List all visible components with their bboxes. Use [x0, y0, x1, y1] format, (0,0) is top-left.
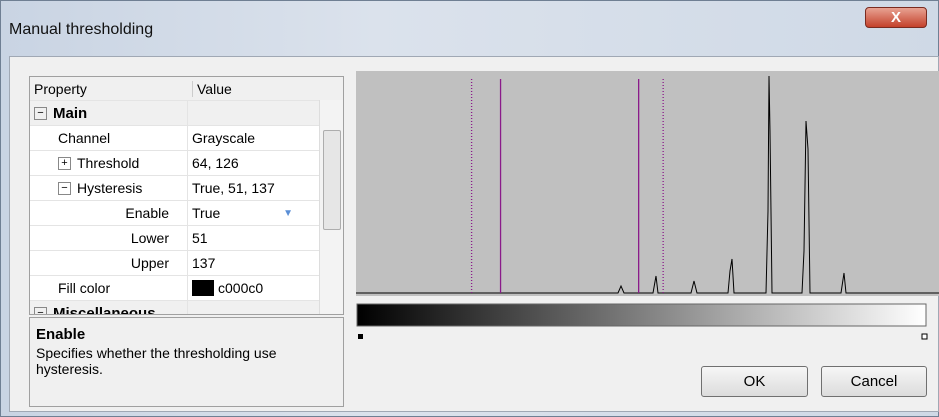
property-value-cell: True, 51, 137	[188, 176, 293, 200]
page: Manual thresholding X Property Value −Ma…	[0, 0, 939, 417]
grid-row: Lower 51	[30, 226, 319, 251]
property-value-cell: 137	[188, 251, 293, 275]
dropdown-arrow[interactable]: ▼	[283, 208, 293, 219]
grid-row: Channel Grayscale	[30, 126, 319, 151]
property-value: Grayscale	[192, 130, 255, 146]
property-label-cell: −Main	[30, 101, 188, 125]
header-cell: Property	[30, 81, 193, 97]
property-label-cell: Upper	[30, 251, 188, 275]
property-value-cell: True ▼	[188, 201, 293, 225]
histogram	[356, 71, 939, 346]
grid-row: Upper 137	[30, 251, 319, 276]
property-value: True	[192, 205, 220, 221]
property-label: Lower	[131, 230, 169, 246]
grid-row: −Main	[30, 101, 319, 126]
grid-row: Fill color c000c0	[30, 276, 319, 301]
scrollbar[interactable]	[319, 100, 343, 315]
property-value: c000c0	[218, 280, 263, 296]
white-marker[interactable]	[922, 334, 927, 339]
cancel-button[interactable]: Cancel	[821, 366, 927, 397]
property-label-cell: −Miscellaneous	[30, 301, 188, 315]
property-label: Fill color	[58, 280, 110, 296]
property-label-cell: Fill color	[30, 276, 188, 300]
expander[interactable]: −	[34, 107, 47, 120]
property-label: Miscellaneous	[53, 305, 156, 316]
grid-row: + Threshold 64, 126	[30, 151, 319, 176]
property-label-cell: Channel	[30, 126, 188, 150]
close-button[interactable]: X	[865, 7, 927, 28]
histogram-background	[356, 71, 939, 296]
property-value: True, 51, 137	[192, 180, 275, 196]
black-marker[interactable]	[358, 334, 363, 339]
property-label-cell: Lower	[30, 226, 188, 250]
grid-row: −Miscellaneous	[30, 301, 319, 315]
expander[interactable]: −	[34, 307, 47, 316]
property-label-cell: −Hysteresis	[30, 176, 188, 200]
gray-gradient	[357, 304, 926, 326]
scroll-thumb[interactable]	[323, 130, 341, 230]
header-cell: Value	[193, 81, 232, 97]
description-panel: Enable Specifies whether the thresholdin…	[29, 317, 344, 407]
grid-header: Property Value	[30, 77, 343, 101]
property-label: Hysteresis	[77, 180, 142, 196]
property-value: 51	[192, 230, 208, 246]
grid-row: Enable True ▼	[30, 201, 319, 226]
property-label: Threshold	[77, 155, 139, 171]
expander[interactable]: +	[58, 157, 71, 170]
property-value: 64, 126	[192, 155, 239, 171]
property-value-cell: 51	[188, 226, 293, 250]
description-text: Specifies whether the thresholding use h…	[36, 345, 336, 377]
window: Manual thresholding X Property Value −Ma…	[0, 0, 939, 417]
property-label-cell: + Threshold	[30, 151, 188, 175]
expander[interactable]: −	[58, 182, 71, 195]
property-value-cell: c000c0	[188, 276, 293, 300]
property-label: Enable	[125, 205, 169, 221]
color-swatch	[192, 280, 214, 296]
property-label: Upper	[131, 255, 169, 271]
property-label: Main	[53, 105, 87, 122]
window-title: Manual thresholding	[9, 21, 153, 39]
property-label-cell: Enable	[30, 201, 188, 225]
ok-button[interactable]: OK	[701, 366, 808, 397]
property-label: Channel	[58, 130, 110, 146]
property-value: 137	[192, 255, 215, 271]
property-value-cell: Grayscale	[188, 126, 293, 150]
property-value-cell: 64, 126	[188, 151, 293, 175]
description-title: Enable	[36, 326, 337, 343]
